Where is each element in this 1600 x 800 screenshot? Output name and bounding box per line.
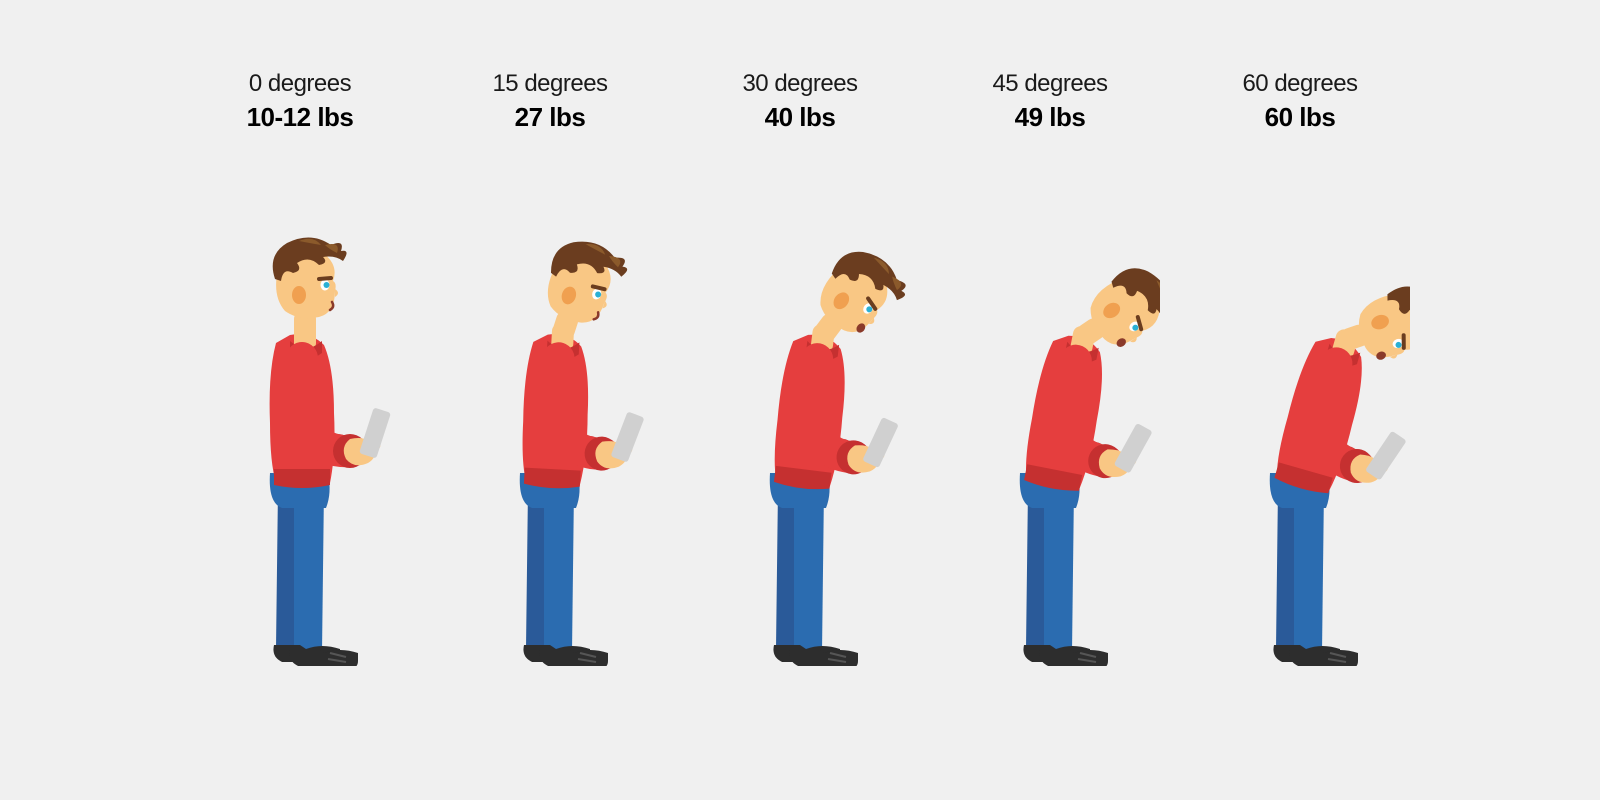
posture-0: 0 degrees 10-12 lbs: [190, 70, 410, 713]
posture-labels: 45 degrees 49 lbs: [992, 70, 1107, 133]
degrees-label: 60 degrees: [1242, 70, 1357, 98]
weight-label: 60 lbs: [1242, 102, 1357, 133]
torso-group: [270, 237, 391, 488]
degrees-label: 45 degrees: [992, 70, 1107, 98]
posture-figure: [440, 173, 660, 713]
legs: [520, 473, 610, 671]
posture-labels: 0 degrees 10-12 lbs: [247, 70, 354, 133]
torso-group: [1210, 173, 1410, 540]
front-arm: [549, 358, 648, 473]
posture-labels: 15 degrees 27 lbs: [492, 70, 607, 133]
torso-group: [690, 173, 910, 505]
posture-figure: [690, 173, 910, 713]
degrees-label: 30 degrees: [742, 70, 857, 98]
degrees-label: 15 degrees: [492, 70, 607, 98]
posture-figure: [1190, 173, 1410, 713]
posture-figure: [940, 173, 1160, 713]
weight-label: 27 lbs: [492, 102, 607, 133]
posture-figure: [190, 173, 410, 713]
weight-label: 49 lbs: [992, 102, 1107, 133]
weight-label: 40 lbs: [742, 102, 857, 133]
posture-3: 45 degrees 49 lbs: [940, 70, 1160, 713]
posture-4: 60 degrees 60 lbs: [1190, 70, 1410, 713]
posture-labels: 60 degrees 60 lbs: [1242, 70, 1357, 133]
weight-label: 10-12 lbs: [247, 102, 354, 133]
degrees-label: 0 degrees: [247, 70, 354, 98]
legs: [270, 473, 360, 671]
front-arm: [298, 358, 391, 468]
torso-group: [940, 173, 1160, 521]
legs: [1270, 473, 1360, 671]
posture-2: 30 degrees 40 lbs: [690, 70, 910, 713]
posture-1: 15 degrees 27 lbs: [440, 70, 660, 713]
legs: [1020, 473, 1110, 671]
legs: [770, 473, 860, 671]
torso-group: [519, 231, 654, 493]
posture-labels: 30 degrees 40 lbs: [742, 70, 857, 133]
